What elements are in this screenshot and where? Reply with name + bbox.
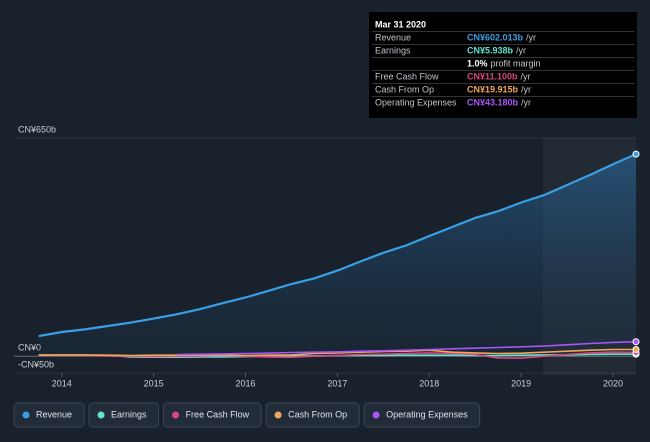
tooltip-unit: /yr <box>521 84 531 94</box>
legend-button[interactable] <box>13 402 85 428</box>
end-dot <box>632 338 640 346</box>
tooltip-value: CN¥11.100b <box>467 71 518 81</box>
tooltip-value: CN¥19.915b <box>467 84 519 94</box>
series-line <box>38 351 637 360</box>
legend-button[interactable] <box>363 402 481 428</box>
tooltip-value: CN¥602.013b <box>467 32 524 42</box>
series-line <box>176 341 637 356</box>
tooltip-label: Operating Expenses <box>375 97 457 107</box>
end-dot <box>632 150 640 158</box>
legend-label: Earnings <box>111 409 147 419</box>
legend-swatch <box>372 411 380 419</box>
legend-label: Operating Expenses <box>386 409 468 419</box>
tooltip-box <box>369 12 637 118</box>
tooltip-value: 1.0% <box>467 58 488 68</box>
legend-item[interactable]: Operating Expenses <box>363 402 481 428</box>
legend-item[interactable]: Revenue <box>13 402 85 428</box>
legend-label: Revenue <box>36 409 72 419</box>
legend: Revenue Earnings Free Cash Flow Cash From O… <box>13 402 481 428</box>
plot: -CN¥50b CN¥0 CN¥650b 2014 2015 2016 2017 2018 20… <box>14 124 640 388</box>
tooltip-label: Earnings <box>375 45 411 55</box>
legend-label: Free Cash Flow <box>186 409 250 419</box>
tooltip-unit: profit margin <box>491 58 541 68</box>
y-tick-label: CN¥0 <box>18 343 41 353</box>
legend-item[interactable]: Cash From Op <box>265 402 360 428</box>
legend-swatch <box>172 411 180 419</box>
tooltip-label: Revenue <box>375 32 411 42</box>
tooltip: Mar 31 2020 Revenue CN¥602.013b/yr Earning… <box>369 12 637 118</box>
x-tick-label: 2016 <box>236 378 256 388</box>
tooltip-value: CN¥43.180b <box>467 97 519 107</box>
tooltip-date: Mar 31 2020 <box>375 19 426 29</box>
tooltip-unit: /yr <box>521 71 531 81</box>
legend-swatch <box>22 411 30 419</box>
legend-swatch <box>274 411 282 419</box>
end-dot <box>632 346 640 353</box>
y-tick-label: -CN¥50b <box>18 359 54 369</box>
series-line <box>38 348 636 357</box>
legend-swatch <box>97 411 105 419</box>
tooltip-label: Cash From Op <box>375 84 434 94</box>
tooltip-unit: /yr <box>516 45 526 55</box>
legend-button[interactable] <box>163 402 262 428</box>
x-tick-label: 2019 <box>511 378 531 388</box>
legend-label: Cash From Op <box>288 409 347 419</box>
legend-item[interactable]: Free Cash Flow <box>163 402 262 428</box>
revenue-area <box>38 154 637 357</box>
tooltip-label: Free Cash Flow <box>375 71 439 81</box>
legend-button[interactable] <box>88 402 160 428</box>
tooltip-value: CN¥5.938b <box>467 45 514 55</box>
legend-button[interactable] <box>265 402 360 428</box>
tooltip-unit: /yr <box>526 32 536 42</box>
x-tick-label: 2017 <box>327 378 347 388</box>
x-tick-label: 2014 <box>52 378 72 388</box>
series-line <box>38 153 637 338</box>
x-tick-label: 2020 <box>603 378 623 388</box>
tooltip-unit: /yr <box>521 97 531 107</box>
x-tick-label: 2015 <box>144 378 164 388</box>
legend-item[interactable]: Earnings <box>88 402 160 428</box>
x-tick-label: 2018 <box>419 378 439 388</box>
y-tick-label: CN¥650b <box>18 124 56 134</box>
